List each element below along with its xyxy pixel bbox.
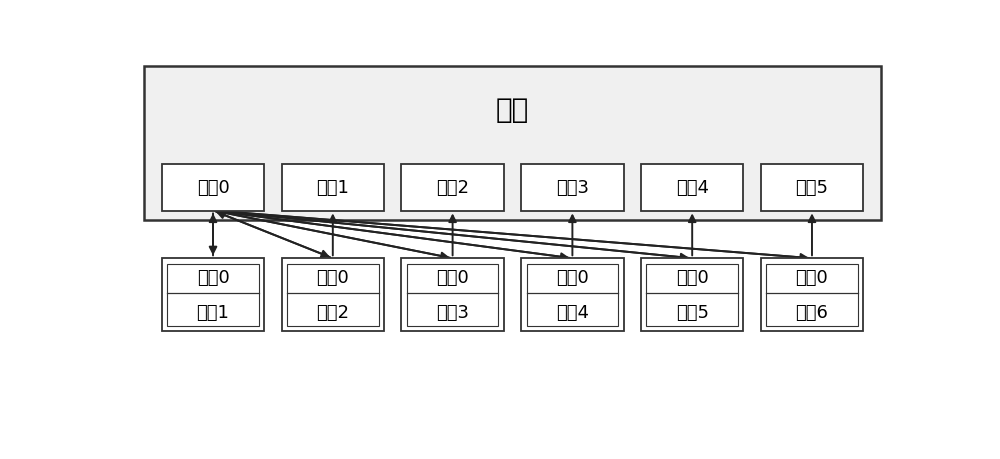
Text: 通道4: 通道4	[676, 179, 709, 197]
Bar	[401, 259, 504, 332]
Text: 从机5: 从机5	[676, 304, 709, 322]
Bar	[167, 264, 259, 326]
Text: 通道2: 通道2	[436, 179, 469, 197]
Bar	[282, 259, 384, 332]
Text: 通道0: 通道0	[316, 269, 349, 286]
Bar	[407, 264, 498, 326]
Text: 从机4: 从机4	[556, 304, 589, 322]
Text: 通道1: 通道1	[316, 179, 349, 197]
Text: 从机6: 从机6	[796, 304, 828, 322]
Text: 主机: 主机	[496, 95, 529, 123]
Bar	[761, 259, 863, 332]
Text: 通道5: 通道5	[795, 179, 828, 197]
Text: 从机1: 从机1	[197, 304, 229, 322]
Bar	[527, 264, 618, 326]
Bar	[287, 264, 379, 326]
Bar	[144, 67, 881, 220]
Bar	[401, 165, 504, 211]
Bar	[162, 259, 264, 332]
Bar	[162, 165, 264, 211]
Text: 通道0: 通道0	[436, 269, 469, 286]
Text: 通道0: 通道0	[796, 269, 828, 286]
Text: 从机2: 从机2	[316, 304, 349, 322]
Bar	[641, 165, 743, 211]
Bar	[521, 259, 624, 332]
Bar	[521, 165, 624, 211]
Text: 通道3: 通道3	[556, 179, 589, 197]
Bar	[641, 259, 743, 332]
Text: 通道0: 通道0	[556, 269, 589, 286]
Bar	[282, 165, 384, 211]
Text: 通道0: 通道0	[197, 179, 229, 197]
Bar	[761, 165, 863, 211]
Text: 从机3: 从机3	[436, 304, 469, 322]
Text: 通道0: 通道0	[676, 269, 709, 286]
Bar	[766, 264, 858, 326]
Text: 通道0: 通道0	[197, 269, 229, 286]
Bar	[646, 264, 738, 326]
